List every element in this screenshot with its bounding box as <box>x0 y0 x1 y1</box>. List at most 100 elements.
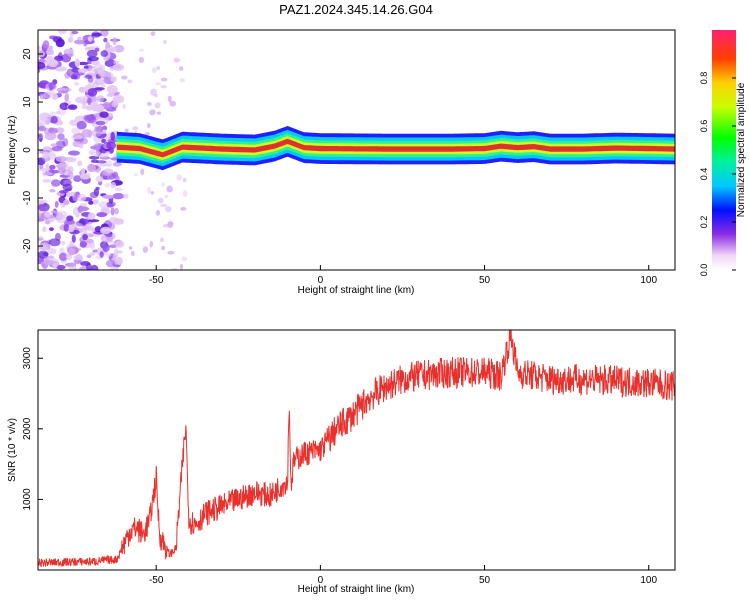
noise-blob <box>160 77 168 82</box>
noise-blob <box>127 79 133 84</box>
x-tick-label: 50 <box>479 575 491 586</box>
noise-blob <box>91 32 103 37</box>
noise-blob <box>42 40 50 49</box>
noise-blob <box>179 78 186 83</box>
noise-blob <box>95 62 103 69</box>
noise-blob <box>109 65 115 72</box>
noise-blob <box>50 179 61 187</box>
noise-blob <box>98 201 108 209</box>
noise-blob <box>48 82 56 90</box>
spectrogram-y-ticks: -20 -10 0 10 20 <box>22 48 43 253</box>
noise-blob <box>60 102 66 110</box>
noise-blob <box>87 97 92 106</box>
y-tick-label: 3000 <box>22 347 33 370</box>
noise-blob <box>161 182 165 187</box>
noise-blob <box>68 171 74 180</box>
noise-blob <box>67 52 74 58</box>
noise-blob <box>42 179 52 183</box>
noise-blob <box>94 47 100 52</box>
noise-blob <box>55 163 67 169</box>
noise-blob <box>123 193 129 199</box>
noise-blob <box>49 111 56 118</box>
noise-blob <box>105 151 111 156</box>
noise-blob <box>56 265 66 270</box>
x-tick-label: 100 <box>640 575 657 586</box>
snr-x-ticks: -50 0 50 100 <box>149 565 658 586</box>
noise-blob <box>92 249 98 253</box>
colorbar-tick-label: 0.6 <box>699 120 709 133</box>
noise-blob <box>142 246 149 253</box>
noise-blob <box>77 68 89 73</box>
noise-blob <box>163 39 167 45</box>
noise-blob <box>96 95 105 103</box>
y-tick-label: 10 <box>22 96 33 108</box>
noise-blob <box>48 45 54 51</box>
noise-blob <box>42 226 47 233</box>
noise-blob <box>180 206 187 211</box>
noise-blob <box>133 173 138 177</box>
noise-blob <box>120 75 128 80</box>
noise-blob <box>90 95 97 103</box>
noise-blob <box>55 155 67 163</box>
noise-blob <box>87 56 100 62</box>
noise-blob <box>114 207 119 215</box>
noise-blob <box>112 95 125 104</box>
noise-blob <box>52 263 58 269</box>
noise-blob <box>162 224 170 228</box>
noise-blob <box>77 61 89 66</box>
noise-blob <box>73 82 80 86</box>
noise-blob <box>49 164 56 170</box>
noise-blob <box>57 133 65 141</box>
noise-blob <box>169 100 177 107</box>
noise-blob <box>128 246 133 250</box>
noise-blob <box>85 262 92 270</box>
noise-blob <box>102 125 108 131</box>
noise-blob <box>79 173 91 180</box>
noise-blob <box>105 233 113 238</box>
noise-blob <box>100 83 106 88</box>
noise-blob <box>173 57 181 63</box>
noise-blob <box>73 192 79 199</box>
noise-blob <box>124 128 129 133</box>
noise-blob <box>102 194 114 199</box>
noise-blob <box>170 267 178 270</box>
noise-blob <box>38 244 48 252</box>
snr-frame <box>37 329 676 571</box>
noise-blob <box>58 90 67 94</box>
noise-blob <box>105 252 112 258</box>
noise-blob <box>49 188 56 193</box>
spectrogram-content <box>38 30 675 270</box>
noise-blob <box>77 160 83 167</box>
noise-blob <box>61 240 66 246</box>
noise-blob <box>38 119 46 128</box>
noise-blob <box>157 197 164 204</box>
noise-blob <box>156 66 161 71</box>
noise-blob <box>72 72 85 76</box>
noise-blob <box>49 35 58 40</box>
noise-blob <box>68 150 80 156</box>
noise-blob <box>114 175 120 182</box>
noise-blob <box>105 41 111 50</box>
noise-blob <box>50 143 58 147</box>
noise-blob <box>179 263 184 270</box>
noise-blob <box>55 38 65 48</box>
noise-blob <box>149 109 156 116</box>
noise-blob <box>38 200 45 205</box>
noise-blob <box>62 183 73 192</box>
colorbar-tick-label: 0.4 <box>699 168 709 181</box>
noise-blob <box>90 145 98 150</box>
noise-blob <box>39 93 46 100</box>
noise-blob <box>155 209 161 216</box>
noise-blob <box>87 163 96 173</box>
noise-blob <box>96 212 108 218</box>
noise-blob <box>110 157 119 161</box>
noise-blob <box>182 177 187 183</box>
noise-blob <box>106 141 117 150</box>
noise-blob <box>87 88 98 97</box>
noise-blob <box>44 131 57 141</box>
noise-blob <box>100 206 110 214</box>
noise-blob <box>48 127 54 133</box>
noise-blob <box>38 125 47 132</box>
colorbar-label: Normalized spectral amplitude <box>736 82 747 217</box>
noise-blob <box>146 123 151 128</box>
